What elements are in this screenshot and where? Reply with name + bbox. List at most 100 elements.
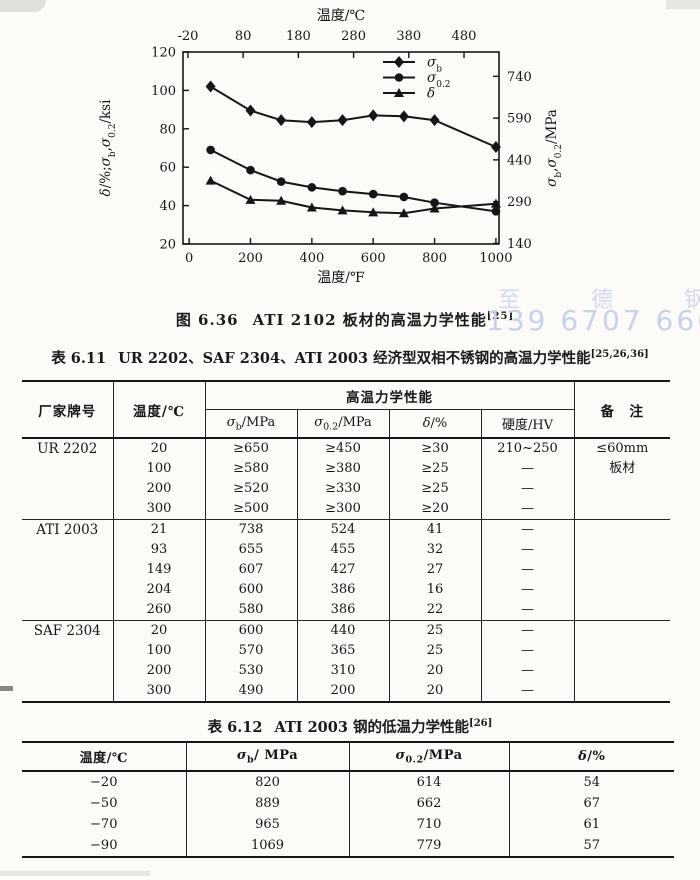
table-reference: [26] — [468, 718, 493, 730]
data-cell: 67 — [508, 793, 674, 814]
svg-text:400: 400 — [299, 251, 324, 266]
table-row: 204 600 386 16— — [22, 580, 670, 600]
data-cell: 365 — [296, 641, 389, 661]
data-cell: 260 — [112, 600, 205, 621]
data-cell: ≥330 — [296, 479, 389, 499]
data-cell: — — [480, 560, 574, 580]
data-cell: −50 — [90, 796, 118, 811]
svg-text:1000: 1000 — [479, 251, 512, 266]
data-cell: 300 — [112, 499, 205, 520]
data-cell: 386 — [296, 600, 389, 621]
figure-caption: 图 6.36 ATI 2102 板材的高温力学性能[25] — [0, 309, 690, 330]
data-cell: 779 — [348, 835, 509, 857]
svg-text:σb: σb — [427, 55, 442, 75]
table-row: −70 965 710 61 — [22, 814, 674, 835]
data-cell: 200 — [112, 661, 205, 681]
data-cell: 386 — [296, 580, 389, 600]
ati-2003-low-temperature-table: 温度/℃ σb/ MPa σ0.2/MPa δ/% −20 820 614 54 −50 889 6… — [22, 741, 674, 858]
data-cell: 710 — [348, 814, 509, 835]
column-header-manufacturer: 厂家牌号 — [22, 381, 113, 439]
data-cell: ≥25 — [388, 479, 481, 499]
data-cell: 100 — [112, 459, 205, 479]
data-cell: 310 — [296, 661, 389, 681]
manufacturer-cell: UR 2202 — [37, 441, 98, 457]
svg-text:120: 120 — [151, 46, 176, 61]
svg-text:δ/%;σb,σ0.2/ksi: δ/%;σb,σ0.2/ksi — [98, 99, 118, 197]
data-cell: 738 — [204, 519, 297, 540]
data-cell: 607 — [204, 560, 297, 580]
data-cell: 20 — [388, 681, 481, 702]
data-cell: 965 — [185, 814, 349, 835]
scan-artifact — [0, 686, 13, 691]
data-cell: 27 — [388, 560, 481, 580]
table-subheader-row: σb/MPa σ0.2/MPa δ/% 硬度/HV — [22, 409, 670, 439]
series-sigma-0-2 — [206, 145, 501, 216]
table-row: ATI 2003 21 738 524 41— — [22, 519, 670, 621]
data-cell: ≥300 — [296, 499, 389, 520]
figure-6-36-chart: -20 80 180 280 380 480 温度/℃ 0 200 400 600 800 1000 温度… — [90, 6, 580, 306]
watermark-phone-number: 139 6707 6667 — [486, 304, 700, 337]
data-cell: 22 — [388, 600, 481, 621]
data-cell: — — [480, 620, 574, 641]
data-cell: — — [480, 600, 574, 621]
data-cell: 570 — [204, 641, 297, 661]
data-cell: — — [480, 499, 574, 520]
series-delta — [205, 175, 501, 218]
data-cell: 820 — [185, 771, 349, 793]
table-title-text: ATI 2003 钢的低温力学性能 — [274, 719, 469, 736]
data-cell: ≥650 — [204, 438, 297, 459]
svg-text:80: 80 — [159, 122, 176, 137]
svg-text:60: 60 — [159, 161, 176, 176]
column-header-sigma-b: σb/MPa — [204, 409, 297, 439]
column-header-remark: 备 注 — [573, 381, 670, 439]
table-row: UR 2202 20 ≥650 ≥450 ≥30 210~250 ≤60mm 板材 — [22, 438, 670, 520]
table-6-11-title: 表 6.11 UR 2202、SAF 2304、ATI 2003 经济型双相不锈钢… — [0, 347, 700, 368]
data-cell: 25 — [388, 641, 481, 661]
figure-caption-text: ATI 2102 板材的高温力学性能 — [252, 311, 487, 329]
data-cell: 300 — [112, 681, 205, 702]
svg-text:440: 440 — [507, 153, 532, 168]
table-row: 100 ≥580 ≥380 ≥25— — [22, 459, 670, 479]
data-cell: 530 — [204, 661, 297, 681]
data-cell: −20 — [90, 775, 118, 790]
data-cell: 54 — [508, 771, 674, 793]
data-cell: 32 — [388, 540, 481, 560]
data-cell: 889 — [185, 793, 349, 814]
svg-text:140: 140 — [507, 237, 532, 252]
data-cell: — — [480, 681, 574, 702]
column-header-delta: δ/% — [388, 409, 481, 439]
data-cell: — — [480, 580, 574, 600]
table-row: 93 655 455 32— — [22, 540, 670, 560]
data-cell: −90 — [90, 838, 118, 853]
data-cell: ≥450 — [296, 438, 389, 459]
table-title-text: UR 2202、SAF 2304、ATI 2003 经济型双相不锈钢的高温力学性… — [118, 350, 591, 367]
table-row: 200 ≥520 ≥330 ≥25— — [22, 479, 670, 499]
manufacturer-cell: SAF 2304 — [22, 620, 113, 702]
svg-text:80: 80 — [235, 29, 252, 44]
svg-text:600: 600 — [361, 251, 386, 266]
svg-text:σb,σ0.2/MPa: σb,σ0.2/MPa — [544, 109, 564, 187]
data-cell: 614 — [348, 771, 509, 793]
data-cell: 61 — [508, 814, 674, 835]
table-row: −50 889 662 67 — [22, 793, 674, 814]
remark-line: 板材 — [609, 461, 636, 476]
data-cell: 600 — [204, 620, 297, 641]
svg-text:温度/℉: 温度/℉ — [317, 270, 365, 286]
scan-artifact — [0, 871, 150, 876]
data-cell: 1069 — [185, 835, 349, 857]
scan-artifact — [666, 0, 700, 9]
data-cell: — — [480, 479, 574, 499]
economic-duplex-steel-table: 厂家牌号 温度/℃ 高温力学性能备 注 σb/MPa σ0.2/MPa δ/% 硬度/HV U… — [22, 380, 670, 703]
data-cell: ≥580 — [204, 459, 297, 479]
column-header-sigma-0-2: σ0.2/MPa — [296, 409, 389, 439]
data-cell: 200 — [296, 681, 389, 702]
data-cell: — — [480, 641, 574, 661]
data-cell: — — [480, 519, 574, 540]
series-sigma-b — [205, 80, 501, 154]
manufacturer-cell: ATI 2003 — [22, 519, 113, 621]
table-row: −90 1069 779 57 — [22, 835, 674, 857]
data-cell: 20 — [112, 438, 205, 459]
data-cell: 490 — [204, 681, 297, 702]
svg-text:480: 480 — [452, 29, 477, 44]
